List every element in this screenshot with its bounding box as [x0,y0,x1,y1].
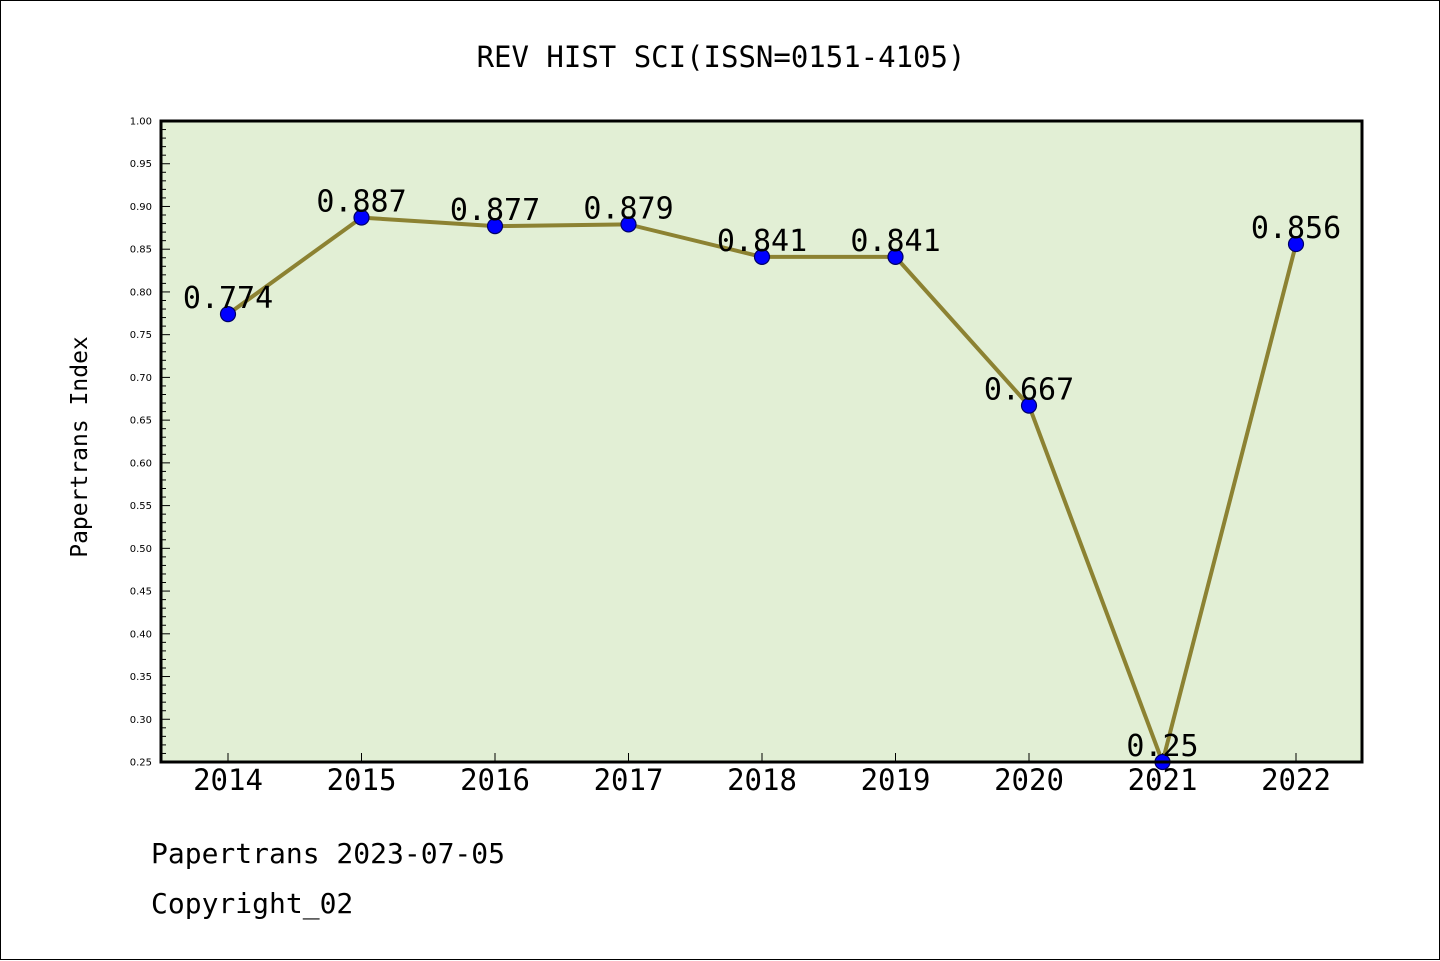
y-tick-label-4: 0.45 [130,587,152,598]
y-tick-label-0: 0.25 [130,758,152,769]
x-tick-label-3: 2017 [594,763,664,797]
y-tick-label-13: 0.90 [130,202,152,213]
x-tick-label-4: 2018 [727,763,797,797]
x-tick-label-2: 2016 [460,763,530,797]
y-tick-label-1: 0.30 [130,715,152,726]
y-tick-label-15: 1.00 [130,117,152,128]
y-tick-label-14: 0.95 [130,159,152,170]
y-tick-label-6: 0.55 [130,501,152,512]
data-point-8 [1287,235,1305,253]
data-label-6: 0.667 [984,373,1074,408]
y-tick-label-10: 0.75 [130,330,152,341]
y-tick-label-5: 0.50 [130,544,152,555]
data-label-4: 0.841 [717,224,807,259]
x-tick-label-8: 2022 [1261,763,1331,797]
chart-title: REV HIST SCI(ISSN=0151-4105) [477,40,966,74]
y-axis-label: Papertrans Index [67,336,93,558]
x-tick-label-0: 2014 [193,763,263,797]
data-labels: 0.774 0.887 0.877 0.879 0.841 0.841 0.667 0.25 0… [183,185,1341,764]
x-tick-label-1: 2015 [327,763,397,797]
data-label-7: 0.25 [1126,729,1198,764]
data-point-0 [219,306,237,323]
x-tick-label-5: 2019 [861,763,931,797]
y-axis-tick-labels: 0.25 0.30 0.35 0.40 0.45 0.50 0.55 0.60 0.65 0.70… [130,117,152,769]
series-markers [219,209,1305,771]
plot-border [159,119,1364,764]
y-tick-label-7: 0.60 [130,458,152,469]
data-label-2: 0.877 [450,193,540,228]
data-label-3: 0.879 [583,191,673,226]
plot-area [161,121,1362,762]
data-point-5 [887,248,904,265]
data-point-2 [486,218,504,235]
y-tick-label-12: 0.85 [130,245,152,256]
data-label-1: 0.887 [316,185,406,220]
data-point-1 [353,209,370,226]
y-tick-label-2: 0.35 [130,672,152,683]
x-tick-label-6: 2020 [994,763,1064,797]
data-label-5: 0.841 [850,224,940,259]
data-point-3 [620,216,637,233]
data-point-6 [1020,397,1038,414]
y-tick-label-3: 0.40 [130,629,152,640]
data-point-4 [753,248,771,265]
data-label-8: 0.856 [1251,211,1341,246]
data-label-0: 0.774 [183,281,273,316]
y-tick-label-8: 0.65 [130,416,152,427]
footer-date-text: Papertrans 2023-07-05 [151,837,506,870]
footer-copyright-text: Copyright_02 [151,887,354,920]
y-tick-label-9: 0.70 [130,373,152,384]
x-axis-tick-labels: 2014 2015 2016 2017 2018 2019 2020 2021 2022 [193,763,1331,797]
y-tick-label-11: 0.80 [130,287,152,298]
